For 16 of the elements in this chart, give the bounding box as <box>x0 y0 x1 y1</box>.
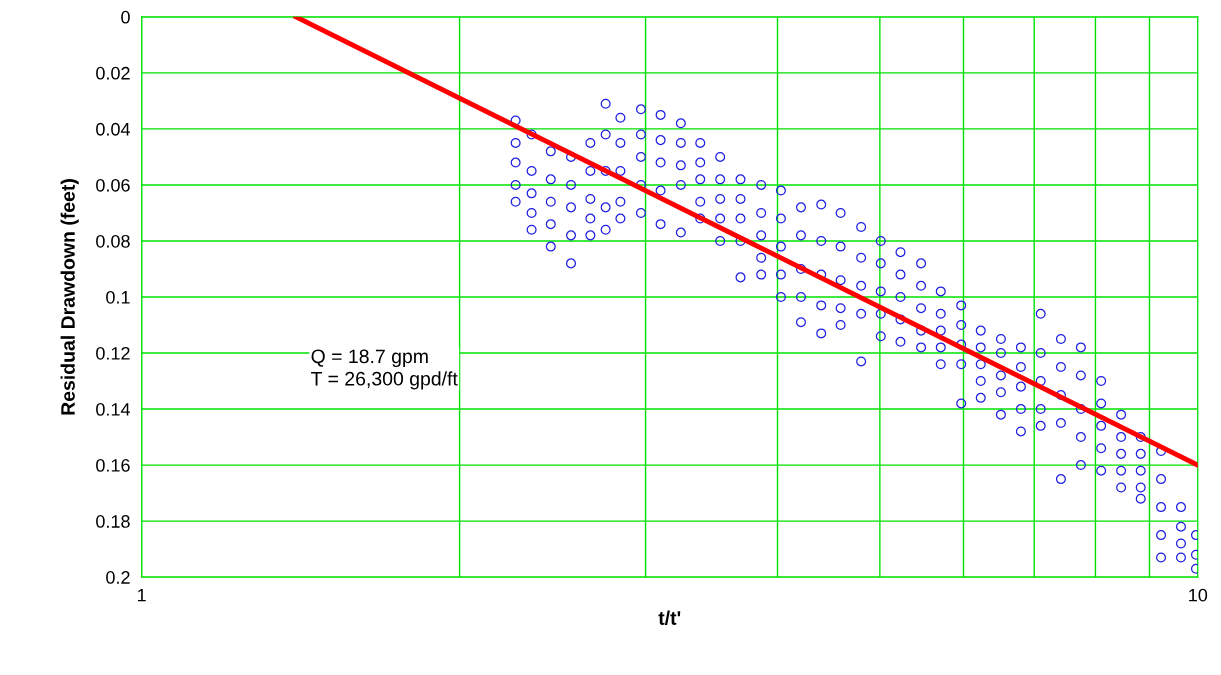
x-axis-title: t/t' <box>658 610 681 626</box>
y-tick-label: 0.12 <box>96 346 130 360</box>
y-tick-label: 0.06 <box>96 178 130 192</box>
y-axis-title: Residual Drawdown (feet) <box>60 179 79 415</box>
y-tick-label: 0.18 <box>96 515 130 528</box>
y-tick-label: 0.04 <box>96 122 130 136</box>
y-tick-label: 0.1 <box>106 290 130 304</box>
y-tick-label: 0.08 <box>96 234 130 248</box>
y-tick-label: 0.2 <box>106 571 130 584</box>
x-tick-label: 1 <box>137 588 146 602</box>
y-tick-label: 0.16 <box>96 459 130 472</box>
annotation: Q = 18.7 gpm T = 26,300 gpd/ft <box>311 349 458 390</box>
y-tick-label: 0.14 <box>96 402 130 416</box>
x-tick-label: 10 <box>1189 588 1208 602</box>
y-tick-label: 0 <box>121 10 130 24</box>
y-tick-label: 0.02 <box>96 66 130 80</box>
